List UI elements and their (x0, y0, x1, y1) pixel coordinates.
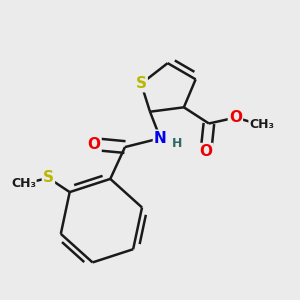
Text: O: O (88, 136, 100, 152)
Text: H: H (172, 137, 183, 150)
Text: CH₃: CH₃ (11, 177, 36, 190)
Text: S: S (43, 170, 54, 185)
Text: O: O (200, 144, 212, 159)
Text: O: O (229, 110, 242, 125)
Text: N: N (154, 131, 167, 146)
Text: S: S (136, 76, 147, 91)
Text: CH₃: CH₃ (249, 118, 274, 131)
